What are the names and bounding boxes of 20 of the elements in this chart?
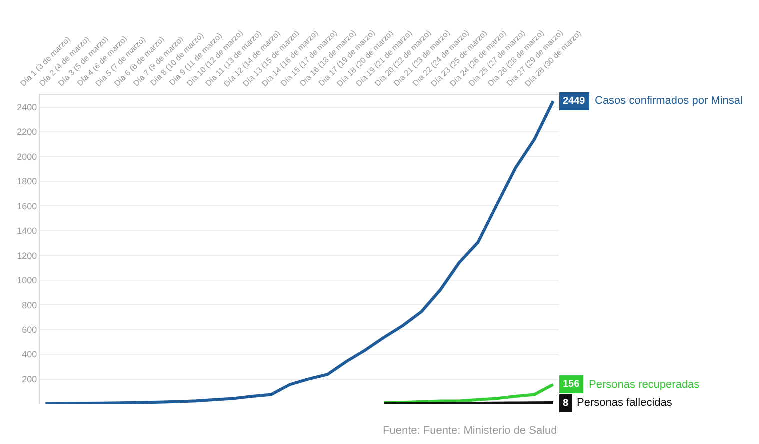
y-tick-label: 2400	[17, 102, 38, 113]
y-tick-label: 2000	[17, 152, 38, 162]
y-tick-label: 1200	[17, 250, 38, 261]
y-tick-label: 200	[22, 374, 38, 384]
data-label: 2449	[563, 96, 586, 107]
line-series	[44, 100, 555, 404]
y-tick-label: 1000	[17, 276, 38, 286]
legend-label: Casos confirmados por Minsal	[595, 95, 743, 107]
y-tick-label: 2200	[17, 127, 38, 138]
y-tick-label: 1600	[17, 201, 38, 212]
y-tick-label: 400	[22, 350, 38, 360]
y-tick-label: 1400	[17, 226, 38, 236]
source-note: Fuente: Fuente: Ministerio de Salud	[383, 425, 558, 437]
legend-label: Personas fallecidas	[577, 397, 673, 409]
data-label: 8	[563, 398, 569, 409]
legend-label: Personas recuperadas	[589, 379, 700, 391]
y-tick-label: 1800	[17, 176, 38, 187]
y-tick-label: 800	[22, 300, 38, 310]
data-label: 156	[563, 379, 580, 390]
y-tick-label: 600	[22, 324, 38, 335]
